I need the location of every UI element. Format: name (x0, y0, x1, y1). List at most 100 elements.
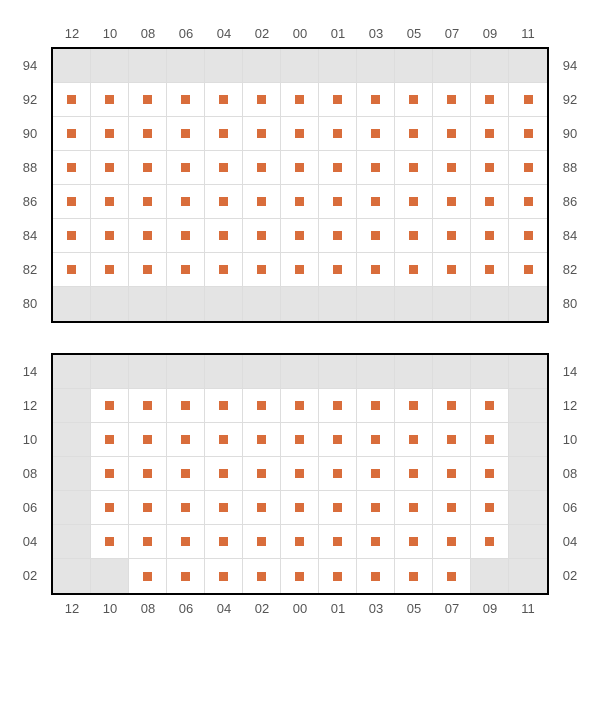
seat[interactable] (471, 219, 509, 253)
seat[interactable] (433, 559, 471, 593)
seat[interactable] (281, 117, 319, 151)
seat[interactable] (319, 117, 357, 151)
seat[interactable] (205, 457, 243, 491)
seat[interactable] (53, 117, 91, 151)
seat[interactable] (167, 559, 205, 593)
seat[interactable] (243, 525, 281, 559)
seat[interactable] (471, 525, 509, 559)
seat[interactable] (91, 525, 129, 559)
seat[interactable] (471, 151, 509, 185)
seat[interactable] (281, 389, 319, 423)
seat[interactable] (205, 219, 243, 253)
seat[interactable] (319, 185, 357, 219)
seat[interactable] (509, 253, 547, 287)
seat[interactable] (357, 117, 395, 151)
seat[interactable] (205, 559, 243, 593)
seat[interactable] (433, 491, 471, 525)
seat[interactable] (243, 185, 281, 219)
seat[interactable] (53, 151, 91, 185)
seat[interactable] (395, 219, 433, 253)
seat[interactable] (395, 525, 433, 559)
seat[interactable] (471, 185, 509, 219)
seat[interactable] (433, 83, 471, 117)
seat[interactable] (319, 151, 357, 185)
seat[interactable] (395, 491, 433, 525)
seat[interactable] (167, 219, 205, 253)
seat[interactable] (129, 559, 167, 593)
seat[interactable] (471, 491, 509, 525)
seat[interactable] (395, 423, 433, 457)
seat[interactable] (395, 151, 433, 185)
seat[interactable] (281, 185, 319, 219)
seat[interactable] (433, 389, 471, 423)
seat[interactable] (509, 83, 547, 117)
seat[interactable] (281, 423, 319, 457)
seat[interactable] (319, 83, 357, 117)
seat[interactable] (509, 117, 547, 151)
seat[interactable] (243, 457, 281, 491)
seat[interactable] (205, 389, 243, 423)
seat[interactable] (129, 185, 167, 219)
seat[interactable] (471, 423, 509, 457)
seat[interactable] (243, 253, 281, 287)
seat[interactable] (509, 219, 547, 253)
seat[interactable] (91, 151, 129, 185)
seat[interactable] (357, 83, 395, 117)
seat[interactable] (281, 559, 319, 593)
seat[interactable] (433, 185, 471, 219)
seat[interactable] (91, 219, 129, 253)
seat[interactable] (129, 423, 167, 457)
seat[interactable] (281, 219, 319, 253)
seat[interactable] (395, 185, 433, 219)
seat[interactable] (167, 185, 205, 219)
seat[interactable] (91, 423, 129, 457)
seat[interactable] (357, 457, 395, 491)
seat[interactable] (281, 151, 319, 185)
seat[interactable] (357, 491, 395, 525)
seat[interactable] (319, 457, 357, 491)
seat[interactable] (91, 389, 129, 423)
seat[interactable] (53, 253, 91, 287)
seat[interactable] (167, 117, 205, 151)
seat[interactable] (243, 491, 281, 525)
seat[interactable] (433, 423, 471, 457)
seat[interactable] (91, 185, 129, 219)
seat[interactable] (129, 219, 167, 253)
seat[interactable] (433, 151, 471, 185)
seat[interactable] (357, 559, 395, 593)
seat[interactable] (91, 491, 129, 525)
seat[interactable] (281, 525, 319, 559)
seat[interactable] (433, 117, 471, 151)
seat[interactable] (281, 491, 319, 525)
seat[interactable] (471, 457, 509, 491)
seat[interactable] (319, 423, 357, 457)
seat[interactable] (205, 83, 243, 117)
seat[interactable] (167, 83, 205, 117)
seat[interactable] (129, 525, 167, 559)
seat[interactable] (319, 525, 357, 559)
seat[interactable] (205, 491, 243, 525)
seat[interactable] (167, 491, 205, 525)
seat[interactable] (167, 389, 205, 423)
seat[interactable] (167, 151, 205, 185)
seat[interactable] (53, 219, 91, 253)
seat[interactable] (129, 83, 167, 117)
seat[interactable] (357, 151, 395, 185)
seat[interactable] (243, 117, 281, 151)
seat[interactable] (205, 185, 243, 219)
seat[interactable] (91, 83, 129, 117)
seat[interactable] (433, 219, 471, 253)
seat[interactable] (319, 559, 357, 593)
seat[interactable] (357, 253, 395, 287)
seat[interactable] (205, 117, 243, 151)
seat[interactable] (243, 423, 281, 457)
seat[interactable] (319, 389, 357, 423)
seat[interactable] (357, 525, 395, 559)
seat[interactable] (167, 423, 205, 457)
seat[interactable] (129, 389, 167, 423)
seat[interactable] (129, 253, 167, 287)
seat[interactable] (91, 457, 129, 491)
seat[interactable] (91, 253, 129, 287)
seat[interactable] (167, 457, 205, 491)
seat[interactable] (91, 117, 129, 151)
